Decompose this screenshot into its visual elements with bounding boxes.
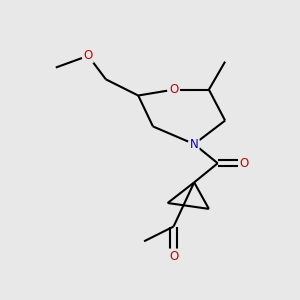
Text: N: N [190,138,199,151]
Text: O: O [240,157,249,170]
Text: O: O [83,49,93,62]
Text: O: O [169,83,178,96]
Text: O: O [169,250,178,262]
